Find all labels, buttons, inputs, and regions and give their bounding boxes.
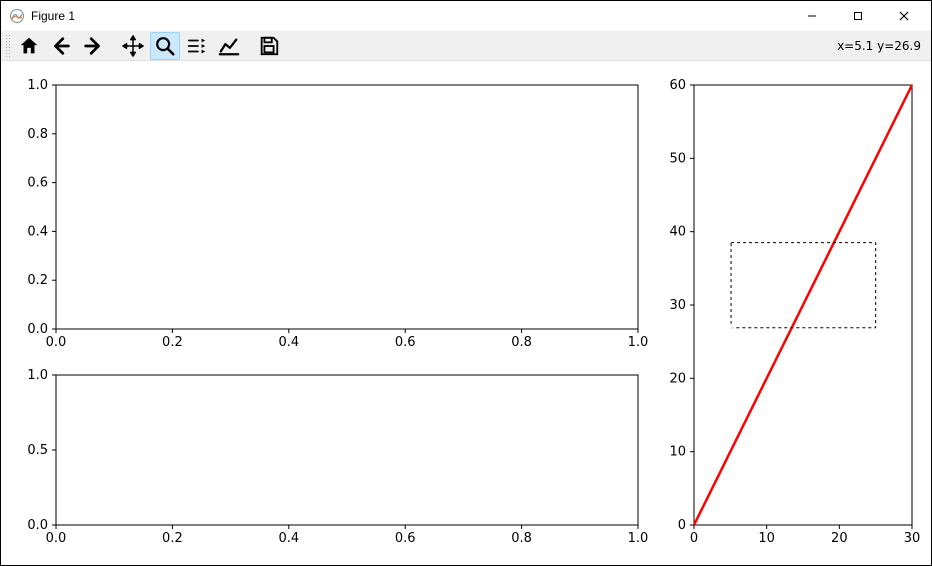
axes-ax_top_left: 0.0 0.2 0.4 0.6 0.8 1.0 0.0 0.2 0.4 0.6 0.8 1.0: [27, 78, 648, 350]
svg-text:1.0: 1.0: [628, 335, 649, 350]
svg-text:0: 0: [678, 518, 686, 533]
svg-text:50: 50: [669, 151, 686, 166]
zoom-selection-rect: [731, 243, 876, 328]
coord-readout: x=5.1 y=26.9: [837, 39, 927, 53]
axes-edit-button[interactable]: [214, 32, 244, 60]
subplots-button[interactable]: [182, 32, 212, 60]
close-button[interactable]: [881, 1, 927, 31]
forward-button[interactable]: [78, 32, 108, 60]
axes-ax_right: 0 10 20 30 0 10 20 30 40 50 60: [669, 78, 920, 546]
svg-text:0.0: 0.0: [27, 518, 48, 533]
window-title: Figure 1: [31, 9, 789, 23]
svg-text:0.6: 0.6: [395, 335, 416, 350]
svg-text:0.4: 0.4: [278, 531, 299, 546]
home-button[interactable]: [14, 32, 44, 60]
back-button[interactable]: [46, 32, 76, 60]
svg-text:0.4: 0.4: [278, 335, 299, 350]
app-icon: [9, 8, 25, 24]
axes-ax_bottom_left: 0.0 0.2 0.4 0.6 0.8 1.0 0.0 0.5 1.0: [27, 368, 648, 546]
minimize-button[interactable]: [789, 1, 835, 31]
svg-text:0.6: 0.6: [395, 531, 416, 546]
svg-text:0.8: 0.8: [27, 127, 48, 142]
svg-text:0.4: 0.4: [27, 224, 48, 239]
svg-text:30: 30: [904, 531, 921, 546]
svg-text:0.8: 0.8: [511, 335, 532, 350]
svg-text:0.0: 0.0: [27, 322, 48, 337]
svg-text:1.0: 1.0: [628, 531, 649, 546]
toolbar-grip: [5, 34, 11, 58]
svg-text:0.2: 0.2: [162, 531, 183, 546]
toolbar: x=5.1 y=26.9: [1, 31, 931, 61]
svg-text:1.0: 1.0: [27, 368, 48, 383]
svg-text:60: 60: [669, 78, 686, 93]
svg-text:10: 10: [758, 531, 775, 546]
svg-text:40: 40: [669, 225, 686, 240]
svg-text:20: 20: [669, 371, 686, 386]
svg-text:20: 20: [831, 531, 848, 546]
svg-text:0.8: 0.8: [511, 531, 532, 546]
zoom-button[interactable]: [150, 32, 180, 60]
svg-text:0.0: 0.0: [46, 531, 67, 546]
pan-button[interactable]: [118, 32, 148, 60]
save-button[interactable]: [254, 32, 284, 60]
svg-text:0.5: 0.5: [27, 443, 48, 458]
svg-text:0.0: 0.0: [46, 335, 67, 350]
plot-svg: 0.00.20.40.60.81.00.00.20.40.60.81.00.00…: [1, 61, 931, 565]
window-controls: [789, 1, 927, 31]
svg-text:0.6: 0.6: [27, 176, 48, 191]
maximize-button[interactable]: [835, 1, 881, 31]
titlebar: Figure 1: [1, 1, 931, 31]
svg-text:10: 10: [669, 445, 686, 460]
svg-text:0.2: 0.2: [27, 273, 48, 288]
figure-canvas[interactable]: 0.00.20.40.60.81.00.00.20.40.60.81.00.00…: [1, 61, 931, 565]
svg-text:0: 0: [690, 531, 698, 546]
svg-text:1.0: 1.0: [27, 78, 48, 93]
svg-text:0.2: 0.2: [162, 335, 183, 350]
svg-text:30: 30: [669, 298, 686, 313]
